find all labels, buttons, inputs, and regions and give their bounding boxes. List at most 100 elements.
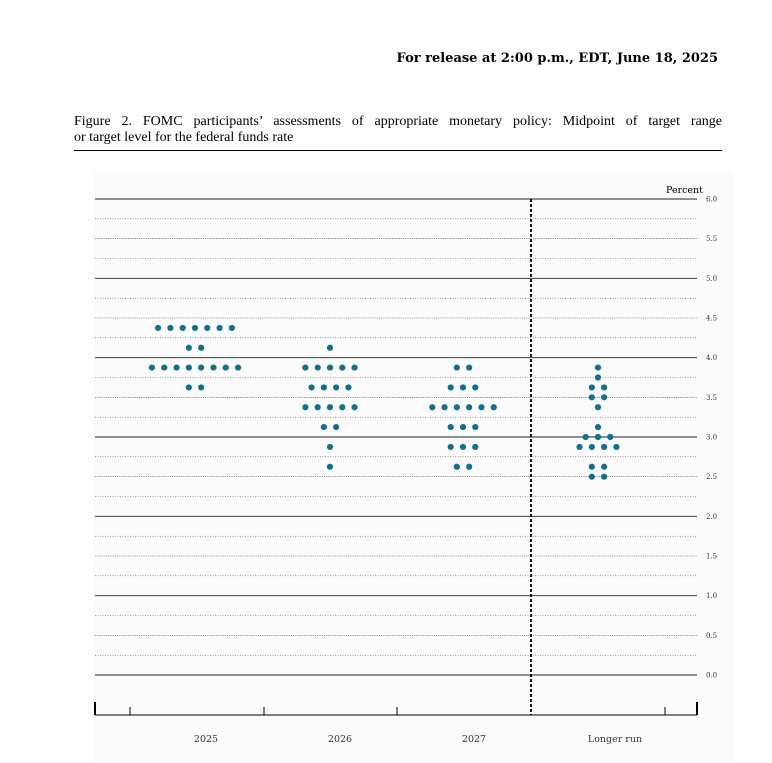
dot	[210, 364, 217, 371]
x-category-label: 2027	[462, 734, 486, 745]
dot	[441, 404, 448, 411]
y-tick-label: 3.5	[706, 394, 717, 402]
dot	[234, 364, 242, 371]
dot-series-0	[148, 324, 242, 391]
dot	[308, 384, 315, 391]
x-category-labels: 2025 2026 2027 Longer run	[194, 734, 642, 745]
figure-caption-line-2: or target level for the federal funds ra…	[74, 130, 294, 145]
dot	[333, 384, 340, 391]
dot	[447, 423, 454, 431]
y-tick-label: 4.5	[706, 315, 717, 323]
dot	[472, 443, 479, 451]
grid-lines	[95, 198, 697, 676]
y-tick-label: 1.5	[706, 553, 717, 561]
dot	[472, 423, 479, 431]
dot	[198, 344, 205, 351]
dot	[339, 364, 346, 371]
dot	[326, 364, 334, 371]
dot	[466, 463, 473, 470]
dot	[345, 384, 352, 391]
y-tick-label: 4.0	[706, 354, 717, 362]
y-tick-label: 1.0	[706, 592, 717, 600]
dot	[320, 423, 327, 431]
dot	[155, 324, 162, 332]
figure-caption-line-1: Figure 2. FOMC participants’ assessments…	[74, 114, 722, 129]
dot	[594, 433, 602, 441]
dot	[459, 384, 467, 391]
dot	[453, 364, 460, 371]
y-tick-label: 5.0	[706, 275, 717, 283]
dot	[601, 463, 608, 470]
dot	[173, 364, 180, 371]
dot	[198, 364, 205, 371]
dot	[351, 364, 358, 371]
dot	[459, 423, 467, 431]
dot	[148, 364, 156, 371]
dot	[339, 404, 346, 411]
dot	[326, 344, 334, 351]
dot	[607, 433, 614, 441]
release-notice: For release at 2:00 p.m., EDT, June 18, …	[396, 51, 718, 66]
dot	[326, 404, 334, 411]
y-tick-label: 6.0	[706, 196, 717, 204]
dot	[478, 404, 485, 411]
dot	[588, 463, 595, 470]
dot	[601, 384, 608, 391]
dot	[228, 324, 235, 332]
dot	[490, 404, 497, 411]
dot	[466, 404, 473, 411]
dot	[191, 324, 199, 332]
dot	[333, 423, 340, 431]
dot	[588, 443, 595, 451]
dot	[601, 473, 608, 480]
dot	[472, 384, 479, 391]
dot-series-3	[576, 364, 620, 480]
dot	[222, 364, 229, 371]
dot-series-2	[429, 364, 497, 470]
dot	[576, 443, 583, 451]
dot	[185, 384, 192, 391]
dot	[582, 433, 589, 441]
dot	[185, 364, 192, 371]
dot-series-1	[302, 344, 358, 470]
dot	[447, 384, 454, 391]
dot	[314, 364, 321, 371]
y-tick-label: 3.0	[706, 434, 717, 442]
dot	[453, 404, 460, 411]
x-axis	[94, 702, 698, 716]
x-category-label: 2025	[194, 734, 218, 745]
dot	[216, 324, 223, 332]
x-category-label: Longer run	[588, 734, 642, 745]
dot	[594, 423, 602, 431]
dot	[351, 404, 358, 411]
dot	[453, 463, 460, 470]
y-tick-label: 0.0	[706, 672, 717, 680]
dot	[302, 364, 309, 371]
dot	[302, 404, 309, 411]
dot	[594, 374, 602, 381]
dot	[594, 404, 602, 411]
dot	[588, 384, 595, 391]
plot-background	[94, 172, 734, 763]
y-tick-label: 2.0	[706, 513, 717, 521]
dot	[161, 364, 168, 371]
y-tick-labels: 6.0 5.5 5.0 4.5 4.0 3.5 3.0 2.5 2.0 1.5 1.0 0.5 0.0	[706, 196, 717, 680]
x-category-label: 2026	[328, 734, 352, 745]
dot	[588, 473, 595, 480]
dot	[185, 344, 192, 351]
dot	[601, 394, 608, 401]
dot	[447, 443, 454, 451]
dot	[204, 324, 211, 332]
y-tick-label: 2.5	[706, 473, 717, 481]
figure-caption: Figure 2. FOMC participants’ assessments…	[74, 114, 722, 151]
dot	[326, 463, 334, 470]
dot	[459, 443, 467, 451]
dot	[588, 394, 595, 401]
dot	[198, 384, 205, 391]
dot	[594, 364, 602, 371]
dot	[179, 324, 186, 332]
dot	[429, 404, 436, 411]
dot	[326, 443, 334, 451]
dot	[167, 324, 174, 332]
